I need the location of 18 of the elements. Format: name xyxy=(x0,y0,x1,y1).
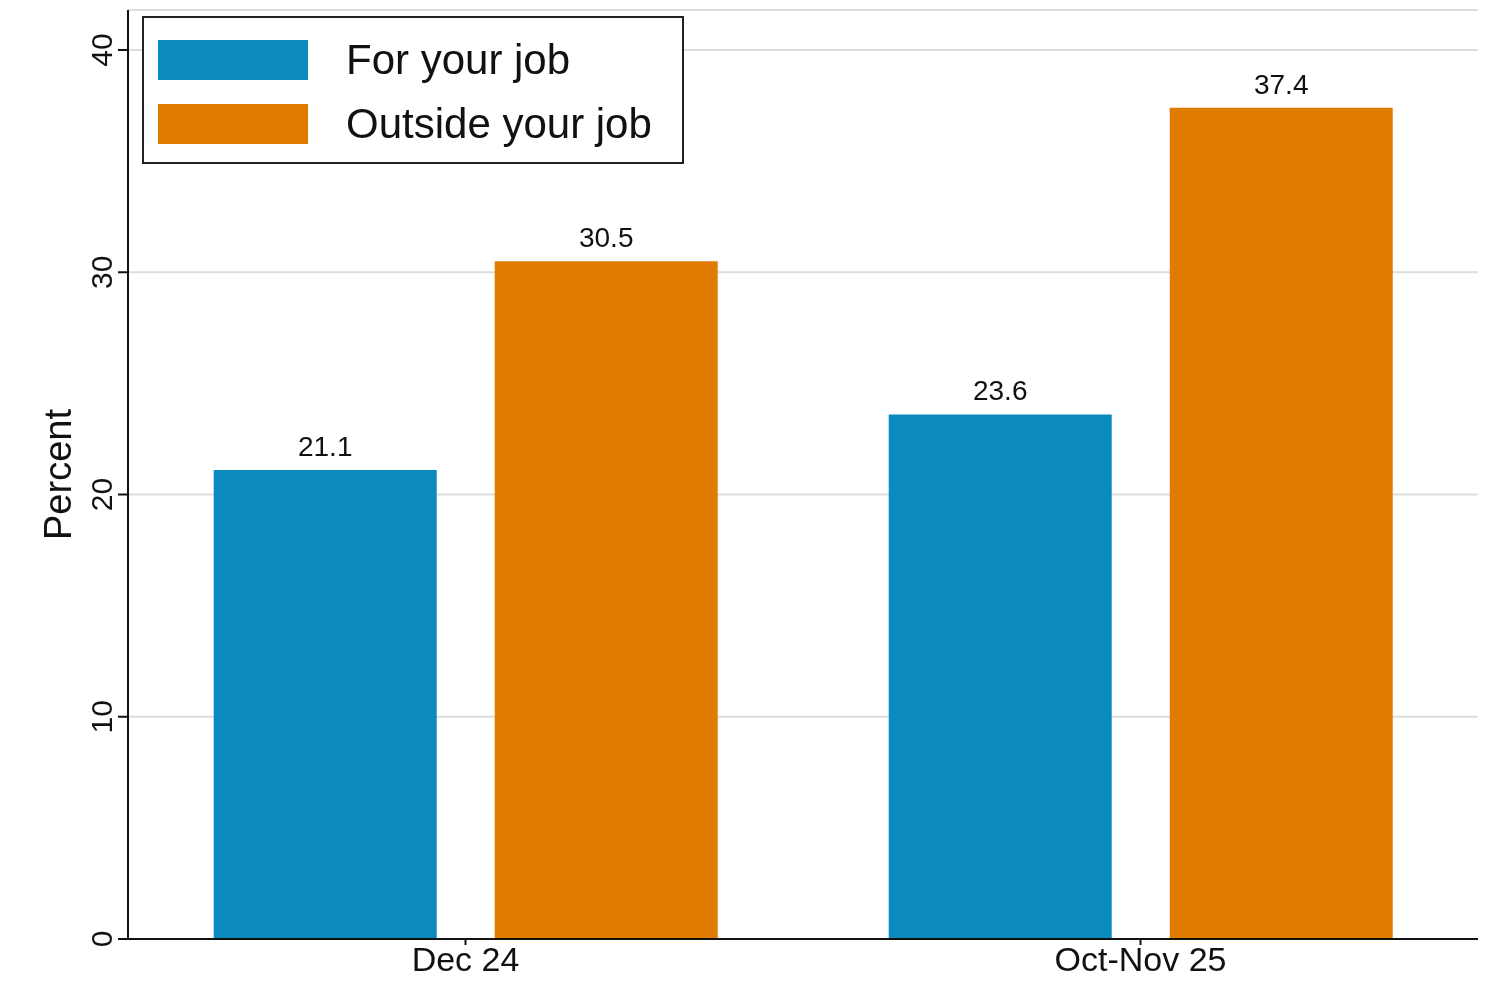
y-tick-label: 0 xyxy=(85,930,118,948)
y-axis-title: Percent xyxy=(37,408,80,540)
data-label: 21.1 xyxy=(297,431,353,463)
y-tick-label: 20 xyxy=(85,477,118,512)
data-label: 37.4 xyxy=(1253,68,1309,100)
x-tick-label: Oct-Nov 25 xyxy=(1054,940,1227,979)
bar xyxy=(888,414,1112,939)
x-tick-label: Dec 24 xyxy=(411,940,520,979)
y-tick-label: 40 xyxy=(85,33,118,67)
legend-label: Outside your job xyxy=(346,100,652,148)
bar xyxy=(494,261,718,939)
data-label: 23.6 xyxy=(972,375,1028,407)
bar xyxy=(1169,107,1393,939)
y-tick-label: 10 xyxy=(85,700,118,734)
bar xyxy=(213,470,437,939)
y-tick-label: 30 xyxy=(85,255,118,289)
data-label: 30.5 xyxy=(578,222,634,254)
legend-label: For your job xyxy=(346,36,571,84)
